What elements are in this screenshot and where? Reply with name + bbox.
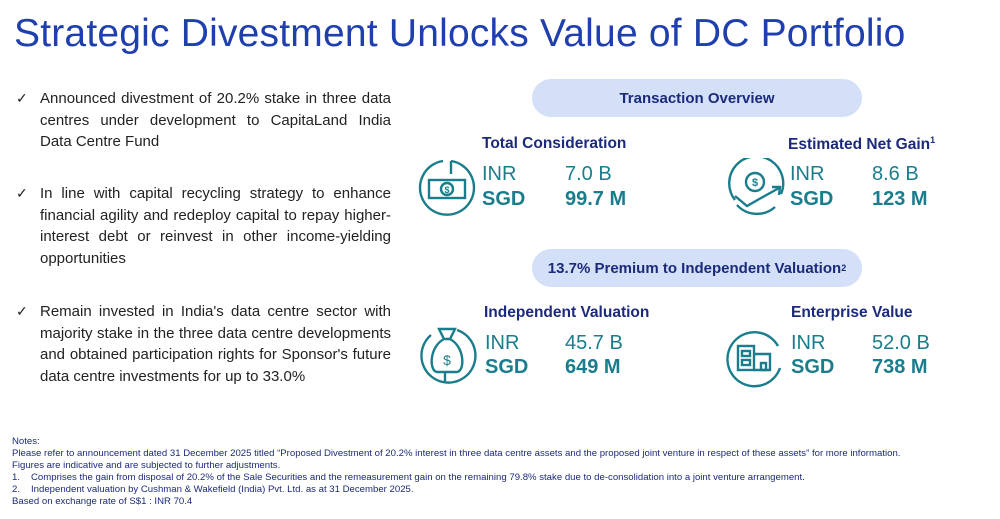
- sgd-label: SGD: [482, 188, 526, 210]
- notes-section: Notes: Please refer to announcement date…: [12, 436, 997, 508]
- sgd-value: 738 M: [872, 356, 928, 378]
- growth-coin-icon: $: [728, 158, 785, 216]
- banknote-icon: $: [418, 159, 476, 216]
- footnote-ref: 2: [841, 263, 847, 273]
- bullet-text: Remain invested in India's data centre s…: [40, 303, 391, 385]
- footnote: 2. Independent valuation by Cushman & Wak…: [12, 484, 414, 495]
- svg-text:$: $: [443, 352, 451, 368]
- inr-value: 7.0 B: [565, 163, 612, 185]
- transaction-overview-pill: Transaction Overview: [532, 79, 862, 117]
- sgd-value: 99.7 M: [565, 188, 627, 210]
- exchange-rate-note: Based on exchange rate of S$1 : INR 70.4: [12, 496, 193, 507]
- card-title: Independent Valuation: [484, 304, 650, 321]
- check-icon: ✓: [16, 303, 28, 319]
- inr-value: 45.7 B: [565, 332, 623, 354]
- note-line: Please refer to announcement dated 31 De…: [12, 448, 901, 459]
- footnote: 1. Comprises the gain from disposal of 20…: [12, 472, 805, 483]
- inr-label: INR: [791, 332, 826, 354]
- premium-pill: 13.7% Premium to Independent Valuation 2: [532, 249, 862, 287]
- inr-value: 52.0 B: [872, 332, 930, 354]
- sgd-label: SGD: [790, 188, 834, 210]
- bullet-text: In line with capital recycling strategy …: [40, 185, 391, 267]
- inr-label: INR: [485, 332, 520, 354]
- sgd-label: SGD: [791, 356, 835, 378]
- card-title: Estimated Net Gain1: [788, 135, 936, 154]
- notes-heading: Notes:: [12, 436, 40, 447]
- page-title: Strategic Divestment Unlocks Value of DC…: [14, 12, 906, 55]
- inr-label: INR: [790, 163, 825, 185]
- inr-value: 8.6 B: [872, 163, 919, 185]
- bullet-item: ✓ Remain invested in India's data centre…: [16, 301, 391, 387]
- building-icon: [726, 331, 782, 388]
- inr-label: INR: [482, 163, 517, 185]
- svg-text:$: $: [444, 185, 449, 195]
- sgd-value: 123 M: [872, 188, 928, 210]
- sgd-label: SGD: [485, 356, 529, 378]
- note-line: Figures are indicative and are subjected…: [12, 460, 281, 471]
- card-title: Total Consideration: [482, 135, 627, 152]
- pill-label: Transaction Overview: [619, 89, 775, 107]
- card-title: Enterprise Value: [791, 304, 913, 321]
- check-icon: ✓: [16, 185, 28, 201]
- sgd-value: 649 M: [565, 356, 621, 378]
- pill-label: 13.7% Premium to Independent Valuation: [547, 259, 842, 277]
- check-icon: ✓: [16, 90, 28, 106]
- bullet-item: ✓ Announced divestment of 20.2% stake in…: [16, 88, 391, 153]
- bullet-text: Announced divestment of 20.2% stake in t…: [40, 90, 391, 150]
- svg-text:$: $: [752, 177, 758, 189]
- money-bag-icon: $: [420, 327, 477, 384]
- bullet-item: ✓ In line with capital recycling strateg…: [16, 183, 391, 269]
